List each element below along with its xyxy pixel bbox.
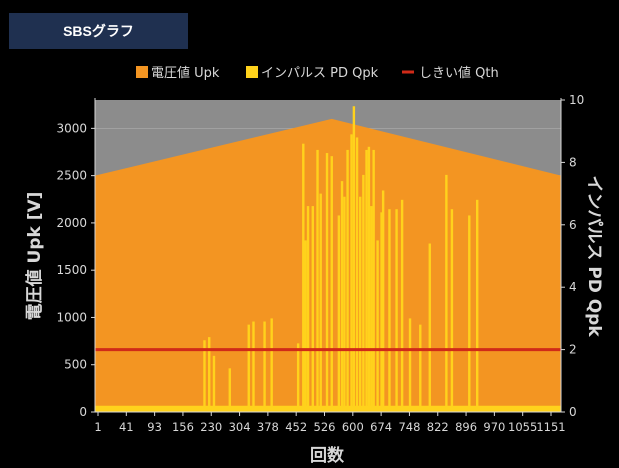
x-axis-title: 回数 [310, 445, 345, 466]
x-tick-label: 156 [172, 420, 194, 434]
pulse-bar [296, 343, 300, 412]
x-tick-label: 1 [94, 420, 101, 434]
x-tick-label: 41 [119, 420, 134, 434]
y-right-tick-label: 6 [569, 218, 577, 232]
pulse-bar [340, 181, 344, 412]
y-left-axis-title: 電圧値 Upk [V] [24, 192, 45, 321]
x-tick-label: 600 [342, 420, 364, 434]
x-tick-label: 748 [398, 420, 420, 434]
pulse-bar [302, 143, 305, 412]
pulse-bar [400, 199, 404, 412]
pulse-bar [311, 206, 314, 412]
legend-swatch [246, 66, 258, 78]
y-left-tick-label: 2500 [56, 169, 87, 183]
pulse-bar [408, 318, 412, 412]
pulse-bar [319, 193, 322, 412]
pulse-bar [228, 368, 231, 412]
legend: 電圧値 Upk インパルス PD Qpk しきい値 Qth [136, 65, 499, 81]
x-tick-label: 230 [200, 420, 222, 434]
pulse-bar [445, 174, 448, 412]
y-right-tick-label: 0 [569, 405, 577, 419]
y-right-tick-label: 10 [569, 93, 584, 107]
pulse-bar [270, 318, 273, 412]
y-left-tick-label: 1000 [56, 310, 87, 324]
pulse-bar [252, 321, 255, 412]
pulse-bar [359, 196, 362, 412]
pulse-bar [306, 206, 310, 412]
pulse-bar [304, 240, 307, 412]
pulse-bar [468, 215, 471, 412]
pulse-bar [330, 156, 333, 412]
y-left-tick-label: 1500 [56, 263, 87, 277]
pulse-bar [419, 324, 422, 412]
pulse-bar [263, 321, 266, 412]
pulse-bar [380, 212, 383, 412]
pulse-bar [337, 215, 341, 412]
pulse-bar [372, 149, 375, 413]
pulse-bar [376, 240, 379, 412]
pulse-bar [208, 337, 211, 412]
pulse-bar [450, 209, 454, 412]
chart-tab[interactable]: SBSグラフ [9, 13, 188, 49]
legend-label: インパルス PD Qpk [261, 66, 379, 81]
plot-area [95, 100, 561, 413]
legend-swatch [136, 66, 148, 78]
pulse-bar [247, 324, 250, 412]
y-right-tick-label: 8 [569, 155, 577, 169]
x-tick-label: 822 [427, 420, 449, 434]
pulse-bar [428, 243, 431, 412]
pulse-bar [476, 199, 479, 412]
pulse-bar [346, 149, 349, 413]
y-right-tick-label: 4 [569, 280, 577, 294]
pulse-bar [365, 149, 368, 413]
pulse-bar [325, 153, 329, 413]
pulse-bar [395, 209, 398, 412]
axes: 0 500 1000 1500 2000 2500 3000 0 2 4 6 8 10 1 41 93 156 2… [24, 93, 604, 466]
pulse-bar [343, 196, 346, 412]
x-tick-label: 378 [257, 420, 279, 434]
x-tick-label: 1055 [508, 420, 537, 434]
x-tick-label: 304 [229, 420, 251, 434]
pulse-bar [362, 174, 365, 412]
pulse-bar [203, 340, 206, 412]
pulse-bar [352, 106, 356, 413]
x-tick-label: 526 [314, 420, 336, 434]
pulse-bar [316, 149, 319, 413]
x-tick-label: 1151 [536, 420, 565, 434]
pulse-bar [370, 206, 373, 412]
y-right-axis-title: インパルス PD Qpk [584, 175, 604, 337]
pulse-bar [350, 134, 353, 412]
y-right-tick-label: 2 [569, 343, 577, 357]
x-tick-label: 970 [483, 420, 505, 434]
pulse-bar [388, 209, 391, 412]
legend-label: しきい値 Qth [419, 65, 499, 81]
x-tick-label: 896 [455, 420, 477, 434]
y-left-tick-label: 0 [79, 405, 87, 419]
pulse-bar [381, 190, 385, 412]
x-tick-label: 674 [370, 420, 392, 434]
pulse-bar [212, 355, 216, 412]
y-left-tick-label: 500 [64, 358, 87, 372]
y-left-tick-label: 2000 [56, 216, 87, 230]
pulse-bar [367, 146, 371, 413]
y-left-tick-label: 3000 [56, 121, 87, 135]
pulse-bar [355, 137, 359, 412]
x-tick-label: 93 [147, 420, 162, 434]
x-tick-label: 452 [285, 420, 307, 434]
legend-label: 電圧値 Upk [151, 65, 220, 81]
